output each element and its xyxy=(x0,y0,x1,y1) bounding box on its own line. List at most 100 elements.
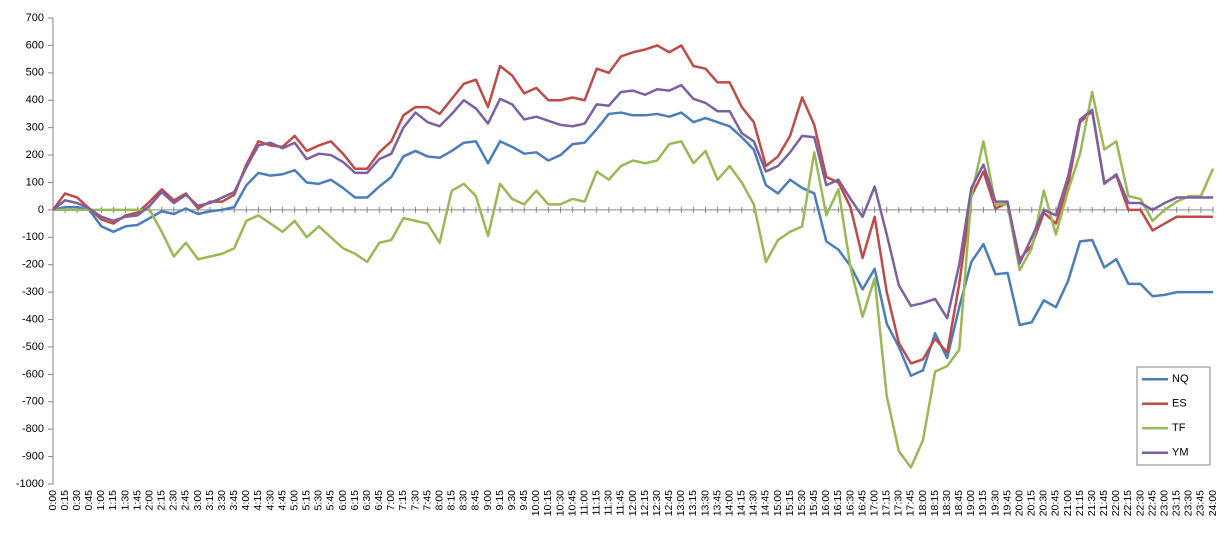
x-tick-label: 6:45 xyxy=(373,490,385,511)
x-tick-label: 19:00 xyxy=(965,490,977,516)
x-tick-label: 23:45 xyxy=(1195,490,1207,516)
x-tick-label: 6:30 xyxy=(361,490,373,511)
legend-box xyxy=(1136,366,1211,466)
x-tick-label: 17:00 xyxy=(868,490,880,516)
x-tick-label: 1:15 xyxy=(107,490,119,511)
x-tick-label: 3:00 xyxy=(192,490,204,511)
x-tick-label: 17:15 xyxy=(881,490,893,516)
x-tick-label: 8:30 xyxy=(458,490,470,511)
y-tick-label: 200 xyxy=(26,149,44,161)
x-tick-label: 8:00 xyxy=(433,490,445,511)
x-tick-label: 5:45 xyxy=(325,490,337,511)
x-tick-label: 3:45 xyxy=(228,490,240,511)
x-tick-label: 10:45 xyxy=(566,490,578,516)
series-line xyxy=(51,44,1213,365)
x-tick-label: 0:00 xyxy=(47,490,59,511)
series-line xyxy=(52,111,1213,377)
x-tick-label: 15:00 xyxy=(772,490,784,516)
y-tick-label: 600 xyxy=(26,39,44,51)
x-tick-label: 23:30 xyxy=(1183,490,1195,516)
x-tick-label: 3:15 xyxy=(204,490,216,511)
x-tick-label: 14:45 xyxy=(760,490,772,516)
x-tick-label: 17:30 xyxy=(893,490,905,516)
y-tick-label: 400 xyxy=(26,94,44,106)
x-tick-label: 22:45 xyxy=(1146,490,1158,516)
x-tick-label: 7:45 xyxy=(421,490,433,511)
x-tick-label: 12:30 xyxy=(651,490,663,516)
y-tick-label: -100 xyxy=(22,231,44,243)
x-tick-label: 21:00 xyxy=(1062,490,1074,516)
x-tick-label: 13:15 xyxy=(687,490,699,516)
x-tick-label: 24:00 xyxy=(1207,490,1219,516)
x-tick-label: 21:15 xyxy=(1074,490,1086,516)
legend-label: NQ xyxy=(1172,373,1189,385)
legend-label: ES xyxy=(1172,398,1187,410)
x-tick-label: 22:15 xyxy=(1122,490,1134,516)
x-tick-label: 14:15 xyxy=(736,490,748,516)
x-tick-label: 11:00 xyxy=(578,490,590,516)
x-tick-label: 13:45 xyxy=(711,490,723,516)
x-tick-label: 4:30 xyxy=(264,490,276,511)
x-tick-label: 4:15 xyxy=(252,490,264,511)
y-tick-label: -900 xyxy=(22,450,44,462)
x-tick-label: 16:15 xyxy=(832,490,844,516)
x-tick-label: 15:45 xyxy=(808,490,820,516)
x-tick-label: 0:30 xyxy=(71,490,83,511)
x-tick-label: 20:15 xyxy=(1026,490,1038,516)
x-tick-label: 14:30 xyxy=(748,490,760,516)
x-tick-label: 12:00 xyxy=(627,490,639,516)
x-tick-label: 23:00 xyxy=(1158,490,1170,516)
x-tick-label: 16:30 xyxy=(844,490,856,516)
y-tick-label: -1000 xyxy=(16,478,44,490)
y-tick-label: 300 xyxy=(26,122,44,134)
x-tick-label: 22:30 xyxy=(1134,490,1146,516)
x-tick-label: 18:30 xyxy=(941,490,953,516)
y-tick-label: 0 xyxy=(38,204,44,216)
y-tick-label: -400 xyxy=(22,313,44,325)
x-tick-label: 13:00 xyxy=(675,490,687,516)
x-tick-label: 6:00 xyxy=(337,490,349,511)
x-tick-label: 21:30 xyxy=(1086,490,1098,516)
y-tick-label: -200 xyxy=(22,259,44,271)
x-tick-label: 20:00 xyxy=(1013,490,1025,516)
y-tick-label: -700 xyxy=(22,396,44,408)
x-tick-label: 10:30 xyxy=(554,490,566,516)
x-tick-label: 12:15 xyxy=(639,490,651,516)
series-line xyxy=(52,83,1213,320)
x-tick-label: 1:45 xyxy=(131,490,143,511)
x-tick-label: 12:45 xyxy=(663,490,675,516)
x-tick-label: 7:00 xyxy=(385,490,397,511)
x-tick-label: 21:45 xyxy=(1098,490,1110,516)
x-tick-label: 2:45 xyxy=(180,490,192,511)
x-tick-label: 5:15 xyxy=(301,490,313,511)
x-tick-label: 5:00 xyxy=(288,490,300,511)
x-tick-label: 10:00 xyxy=(530,490,542,516)
y-tick-label: -800 xyxy=(22,423,44,435)
x-tick-label: 15:30 xyxy=(796,490,808,516)
x-tick-label: 22:00 xyxy=(1110,490,1122,516)
x-tick-label: 11:45 xyxy=(615,490,627,516)
x-tick-label: 19:30 xyxy=(989,490,1001,516)
x-tick-label: 1:30 xyxy=(119,490,131,511)
x-tick-label: 15:15 xyxy=(784,490,796,516)
x-tick-label: 1:00 xyxy=(95,490,107,511)
x-tick-label: 14:00 xyxy=(723,490,735,516)
x-tick-label: 6:15 xyxy=(349,490,361,511)
x-tick-label: 2:30 xyxy=(168,490,180,511)
x-tick-label: 8:15 xyxy=(446,490,458,511)
y-tick-label: -500 xyxy=(22,341,44,353)
x-tick-label: 9:30 xyxy=(506,490,518,511)
x-tick-label: 11:15 xyxy=(591,490,603,516)
x-tick-label: 20:45 xyxy=(1050,490,1062,516)
x-tick-label: 2:00 xyxy=(143,490,155,511)
x-tick-label: 9:45 xyxy=(518,490,530,511)
x-tick-label: 20:30 xyxy=(1038,490,1050,516)
x-tick-label: 9:00 xyxy=(482,490,494,511)
x-tick-label: 9:15 xyxy=(494,490,506,511)
y-tick-label: 100 xyxy=(26,176,44,188)
x-tick-label: 19:15 xyxy=(977,490,989,516)
series-line xyxy=(53,90,1215,469)
x-tick-label: 18:45 xyxy=(953,490,965,516)
